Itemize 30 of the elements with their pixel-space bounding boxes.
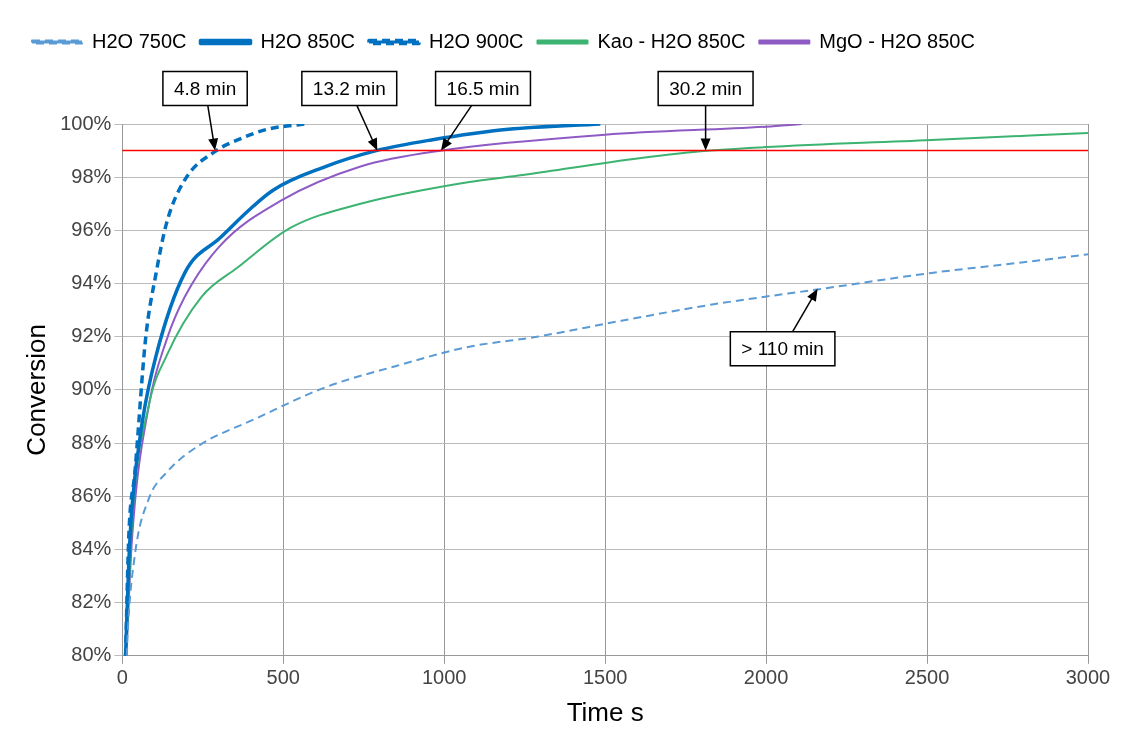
y-tick-label: 100% (60, 111, 112, 134)
annotation: 4.8 min (173, 77, 237, 99)
y-tick-label: 98% (71, 164, 112, 187)
x-axis-title: Time s (566, 696, 644, 727)
x-tick-label: 500 (266, 666, 300, 689)
y-tick-label: 80% (71, 643, 112, 666)
legend-label: H2O 900C (428, 29, 524, 52)
y-tick-label: 90% (71, 377, 112, 400)
x-tick-label: 2000 (743, 666, 789, 689)
annotation: 13.2 min (312, 77, 386, 99)
annotation: > 110 min (741, 338, 824, 360)
y-tick-label: 96% (71, 217, 112, 240)
legend-label: Kao - H2O 850C (597, 29, 746, 52)
y-tick-label: 84% (71, 536, 112, 559)
x-tick-label: 1000 (421, 666, 467, 689)
y-axis-title: Conversion (20, 324, 51, 456)
x-tick-label: 1500 (582, 666, 628, 689)
y-tick-label: 92% (71, 324, 112, 347)
annotation: 30.2 min (669, 77, 743, 99)
legend-label: H2O 850C (260, 29, 355, 52)
y-tick-label: 88% (71, 430, 112, 453)
annotation: 16.5 min (446, 77, 520, 99)
x-tick-label: 2500 (904, 666, 950, 689)
x-tick-label: 0 (116, 666, 128, 689)
legend-label: H2O 750C (92, 29, 187, 52)
x-tick-label: 3000 (1065, 666, 1111, 689)
y-tick-label: 82% (71, 590, 112, 613)
y-tick-label: 86% (71, 483, 112, 506)
legend-label: MgO - H2O 850C (819, 29, 975, 52)
y-tick-label: 94% (71, 271, 112, 294)
